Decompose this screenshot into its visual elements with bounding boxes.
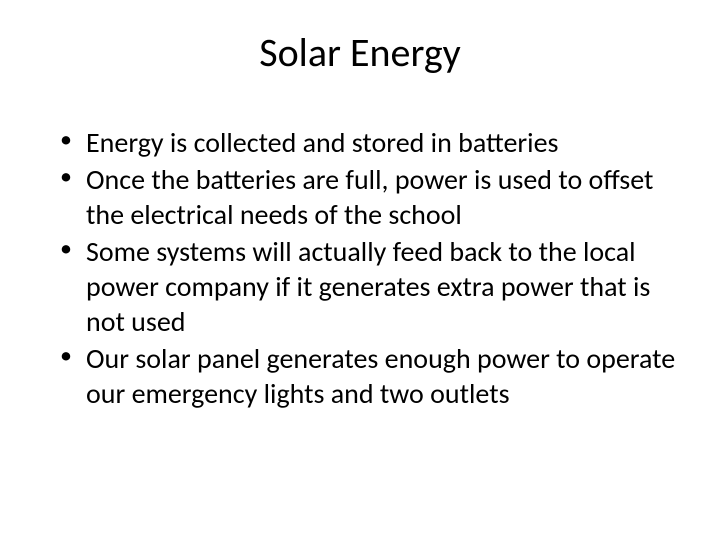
slide-container: Solar Energy Energy is collected and sto… [0,0,720,540]
bullet-item: Our solar panel generates enough power t… [60,341,680,411]
slide-title: Solar Energy [40,28,680,77]
bullet-item: Once the batteries are full, power is us… [60,162,680,232]
bullet-item: Energy is collected and stored in batter… [60,125,680,160]
bullet-item: Some systems will actually feed back to … [60,234,680,339]
bullet-list: Energy is collected and stored in batter… [40,125,680,411]
